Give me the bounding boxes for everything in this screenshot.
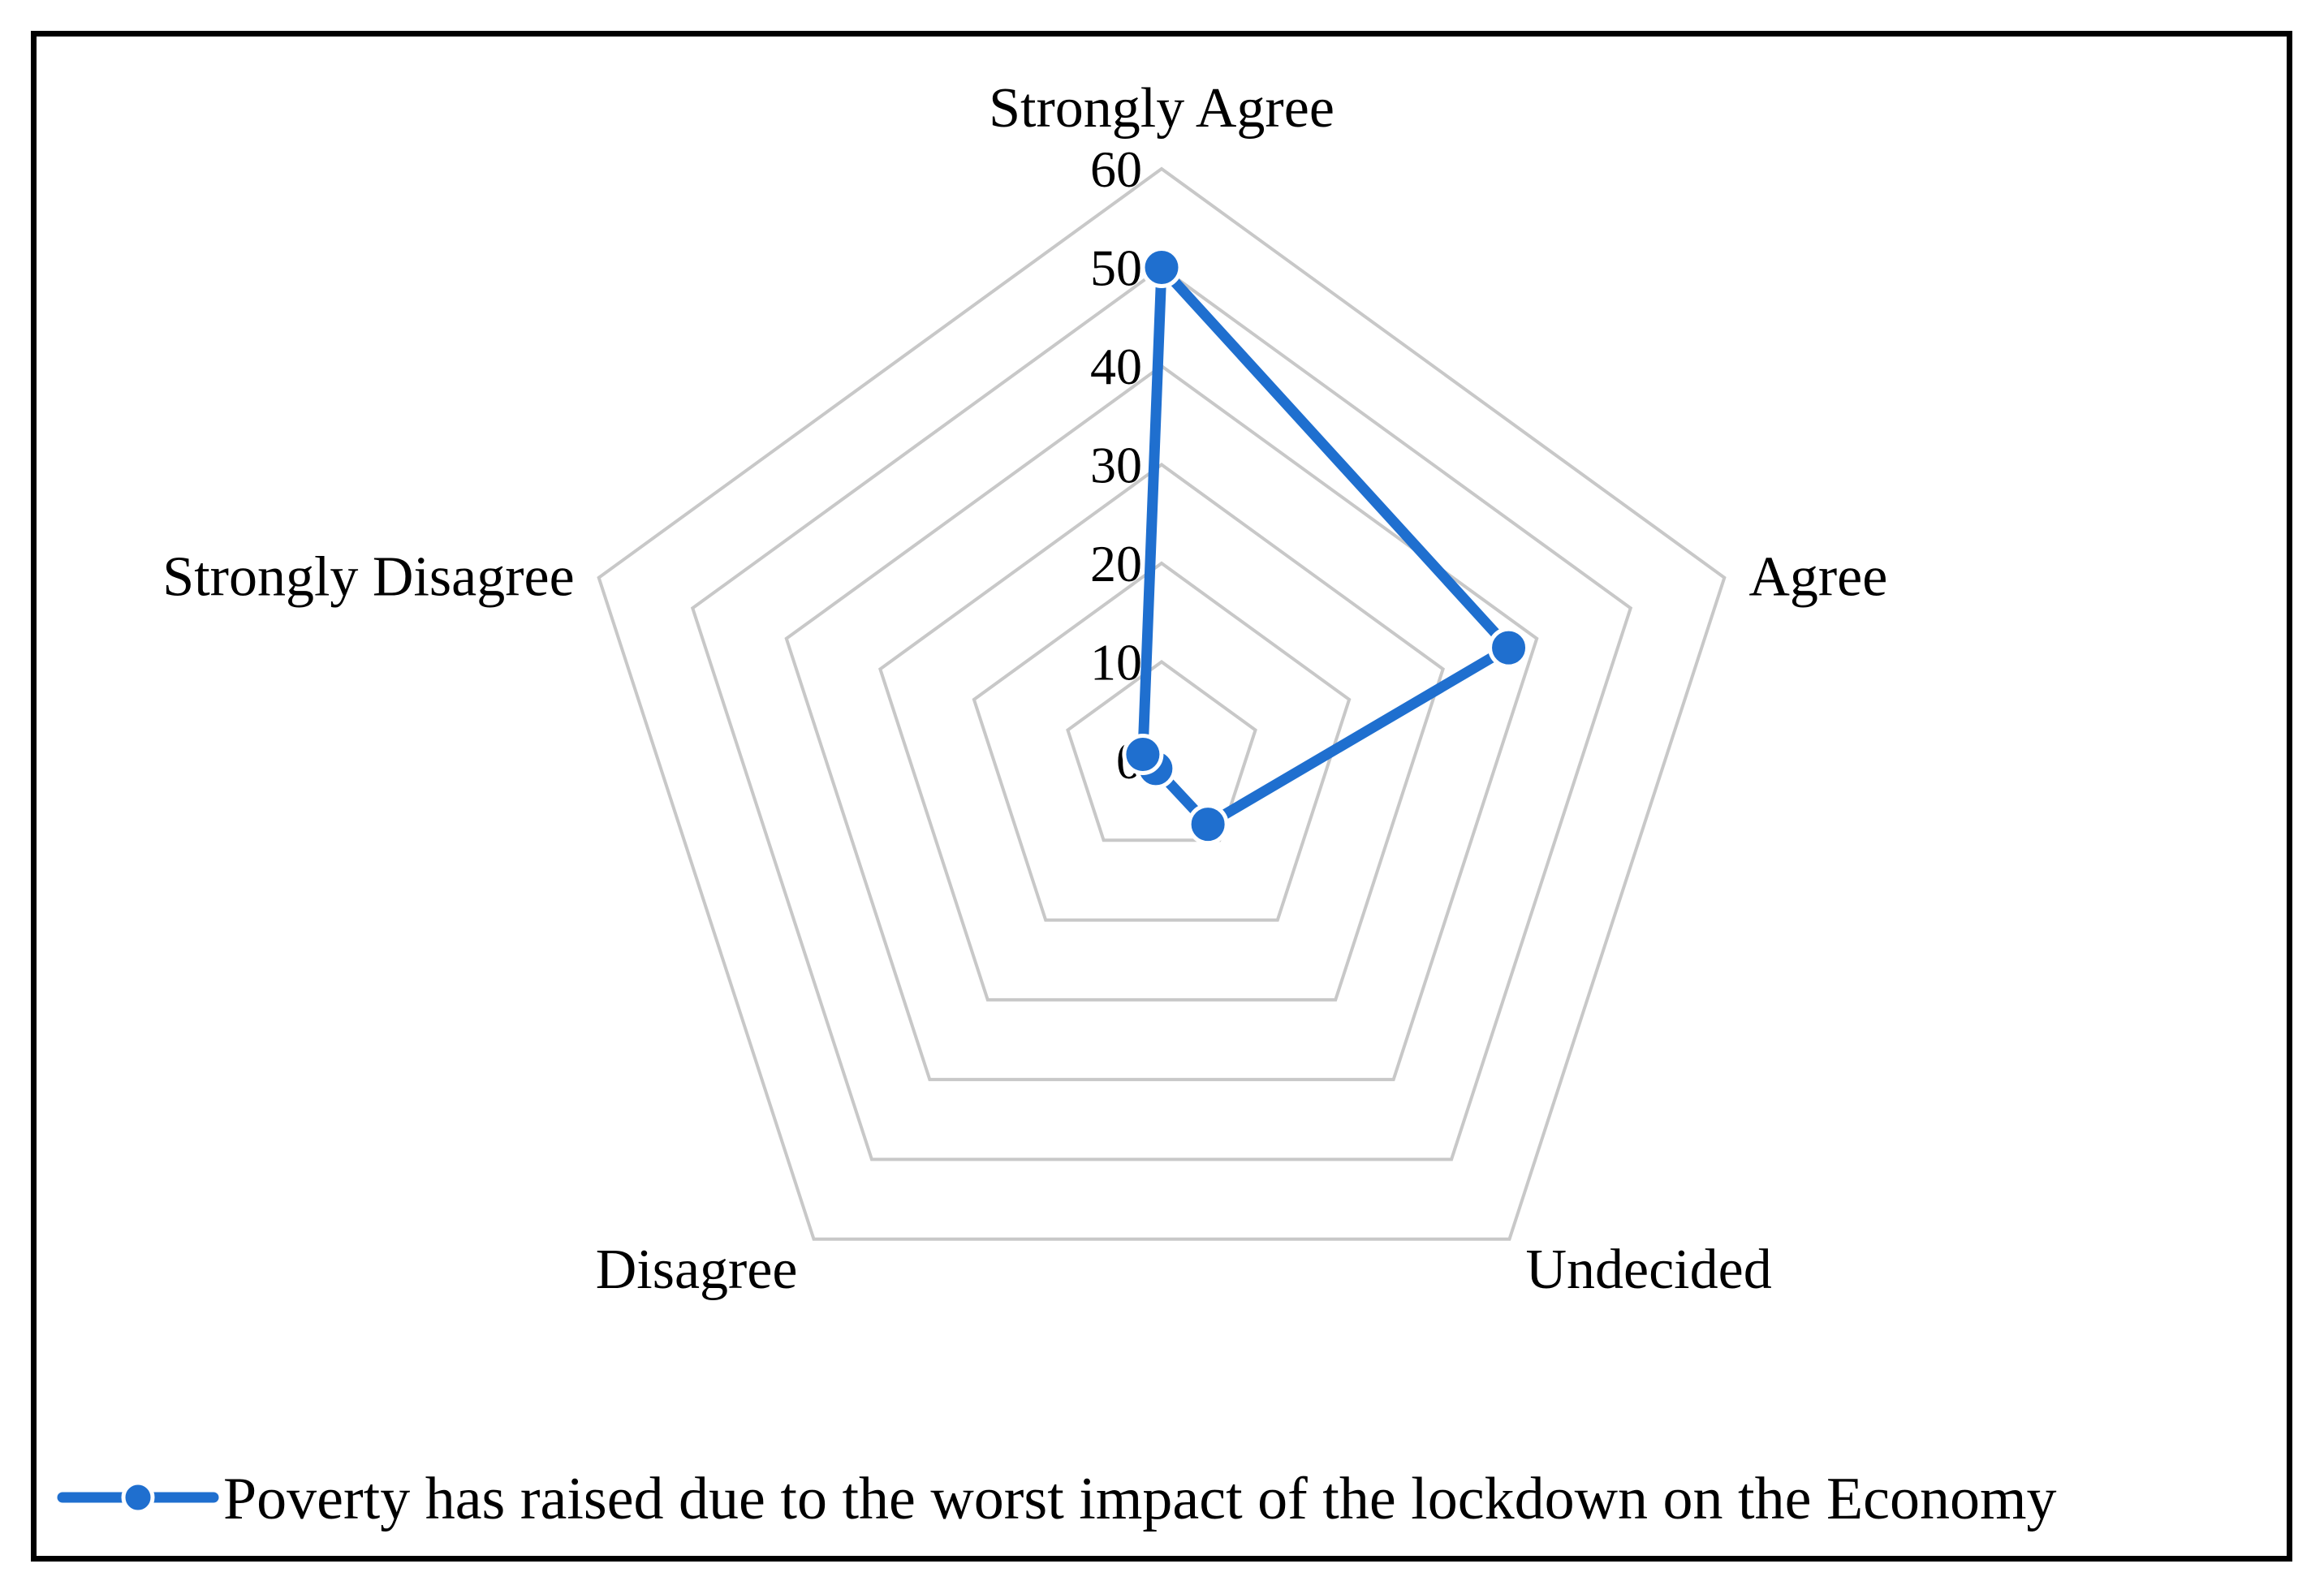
legend-marker <box>121 1480 155 1514</box>
grid-ring-40 <box>784 364 1539 1082</box>
grid-ring-30 <box>877 463 1446 1002</box>
grid-ring-60 <box>597 166 1727 1241</box>
grid-ring-20 <box>972 561 1352 922</box>
category-labels: Strongly Agree Agree Undecided Disagree Stro… <box>162 77 1887 1301</box>
category-label: Disagree <box>596 1239 798 1301</box>
series-line <box>1137 262 1515 830</box>
tick-label: 20 <box>1090 535 1142 592</box>
tick-label: 40 <box>1090 338 1142 395</box>
radar-grid <box>597 166 1727 1241</box>
tick-label: 50 <box>1090 239 1142 297</box>
category-label: Strongly Agree <box>989 77 1334 140</box>
tick-label: 10 <box>1090 634 1142 691</box>
grid-ring-50 <box>690 265 1633 1161</box>
series-point <box>1187 803 1229 846</box>
legend: Poverty has raised due to the worst impa… <box>57 1466 2057 1532</box>
tick-label: 60 <box>1090 140 1142 198</box>
chart-frame: 0102030405060 Strongly AgreeAgreeUndecid… <box>31 31 2292 1562</box>
series-point <box>1122 733 1164 775</box>
series-point <box>1488 627 1530 669</box>
tick-label: 30 <box>1090 437 1142 494</box>
radar-chart: 0102030405060 Strongly AgreeAgreeUndecid… <box>57 77 2057 1532</box>
grid-ring-10 <box>1066 660 1257 842</box>
radial-tick-labels: 0102030405060 <box>1090 140 1142 790</box>
series-point <box>1140 247 1183 288</box>
legend-label: Poverty has raised due to the worst impa… <box>223 1466 2057 1532</box>
category-label: Strongly Disagree <box>162 546 574 609</box>
category-label: Undecided <box>1525 1239 1771 1301</box>
series-layer <box>1122 247 1530 846</box>
category-label: Agree <box>1748 546 1887 609</box>
